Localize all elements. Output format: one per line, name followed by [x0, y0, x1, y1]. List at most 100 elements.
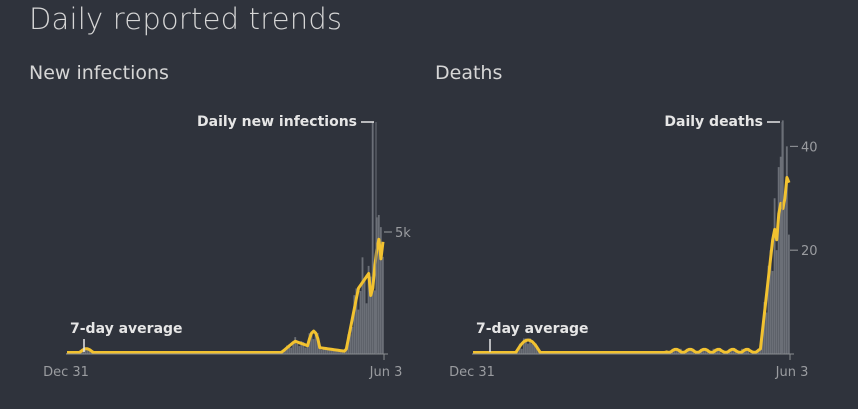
infections-bar	[294, 337, 297, 354]
infections-bar	[284, 349, 286, 354]
infections-bar	[290, 347, 293, 354]
infections-average-line	[67, 237, 385, 354]
deaths-bar	[767, 265, 770, 354]
infections-bar	[365, 303, 368, 354]
deaths-bar	[718, 348, 721, 354]
infections-bar	[304, 347, 307, 354]
infections-bar	[377, 214, 380, 354]
deaths-y-tick-label: 20	[801, 244, 818, 259]
deaths-bar	[781, 120, 784, 354]
infections-bar	[355, 288, 358, 354]
infections-bar	[282, 352, 284, 354]
deaths-bar	[783, 198, 786, 354]
deaths-average-annotation: 7-day average	[476, 321, 589, 337]
infections-bar	[86, 349, 89, 354]
infections-chart-title: New infections	[29, 62, 169, 84]
deaths-bar	[745, 348, 747, 354]
infections-bar	[322, 347, 325, 354]
infections-bar	[357, 309, 360, 354]
infections-bar	[306, 347, 309, 354]
deaths-bar	[673, 348, 676, 354]
infections-chart: Daily new infections 7-day average Dec 3…	[43, 114, 411, 380]
infections-x-start-label: Dec 31	[43, 365, 89, 380]
deaths-bar	[787, 234, 790, 354]
infections-bar	[363, 279, 366, 354]
deaths-chart-title: Deaths	[435, 62, 503, 84]
deaths-bar	[769, 250, 772, 354]
infections-bars	[66, 122, 384, 354]
infections-bar	[373, 290, 376, 354]
infections-bar	[375, 217, 378, 354]
infections-bar	[298, 346, 301, 354]
deaths-bar	[785, 146, 788, 354]
infections-bar	[286, 345, 288, 354]
deaths-bar	[520, 348, 523, 354]
infections-bar	[337, 350, 339, 354]
infections-y-tick-label: 5k	[395, 226, 411, 241]
deaths-bar	[702, 348, 705, 354]
infections-daily-annotation: Daily new infections	[197, 114, 357, 130]
infections-bar	[310, 331, 313, 354]
infections-bar	[318, 348, 321, 354]
deaths-bar	[759, 348, 762, 354]
infections-bar	[320, 349, 323, 354]
deaths-bar	[690, 348, 692, 354]
deaths-bar	[716, 348, 719, 354]
deaths-bar	[775, 250, 778, 354]
deaths-bar	[771, 270, 774, 354]
deaths-bar	[535, 343, 538, 354]
deaths-x-end-label: Jun 3	[775, 365, 809, 380]
deaths-average-line	[473, 175, 791, 354]
infections-bar	[296, 343, 299, 354]
deaths-bar	[730, 348, 733, 354]
infections-bar	[324, 347, 327, 354]
infections-bar	[351, 326, 354, 354]
infections-bar	[359, 291, 362, 354]
infections-bar	[300, 341, 303, 354]
deaths-bar	[688, 348, 690, 354]
infections-y-ticks: 5k	[384, 226, 411, 241]
infections-bar	[341, 351, 344, 354]
deaths-bar	[531, 343, 533, 354]
infections-bar	[84, 349, 87, 354]
infections-bar	[367, 265, 370, 354]
deaths-bar	[763, 302, 766, 354]
infections-bar	[343, 352, 346, 354]
deaths-bar	[777, 167, 780, 354]
deaths-bar	[522, 338, 525, 354]
deaths-bar	[525, 338, 527, 354]
deaths-bar	[765, 312, 768, 354]
infections-bar	[328, 350, 331, 354]
deaths-bars	[516, 120, 790, 354]
deaths-bar	[704, 348, 707, 354]
infections-bar	[88, 350, 91, 354]
deaths-x-start-label: Dec 31	[449, 365, 495, 380]
infections-bar	[369, 276, 372, 354]
infections-bar	[381, 256, 384, 354]
infections-bar	[361, 257, 364, 354]
deaths-bar	[533, 343, 535, 354]
infections-bar	[312, 339, 315, 354]
infections-bar	[302, 342, 305, 354]
page-title: Daily reported trends	[29, 2, 343, 36]
infections-bar	[288, 345, 291, 354]
deaths-bar	[527, 343, 529, 354]
deaths-bar	[779, 156, 782, 354]
deaths-chart: Daily deaths 7-day average Dec 31 Jun 3 …	[449, 114, 817, 380]
infections-bar	[335, 351, 337, 354]
deaths-bar	[675, 348, 678, 354]
infections-bar	[326, 350, 329, 354]
infections-bar	[82, 350, 85, 354]
deaths-bar	[773, 198, 776, 354]
deaths-bar	[747, 348, 750, 354]
infections-bar	[379, 227, 382, 354]
infections-average-annotation: 7-day average	[70, 321, 183, 337]
infections-bar	[371, 122, 374, 354]
infections-bar	[333, 349, 335, 354]
infections-bar	[349, 334, 352, 354]
deaths-bar	[732, 348, 735, 354]
deaths-bar	[529, 338, 531, 354]
infections-bar	[314, 332, 317, 354]
